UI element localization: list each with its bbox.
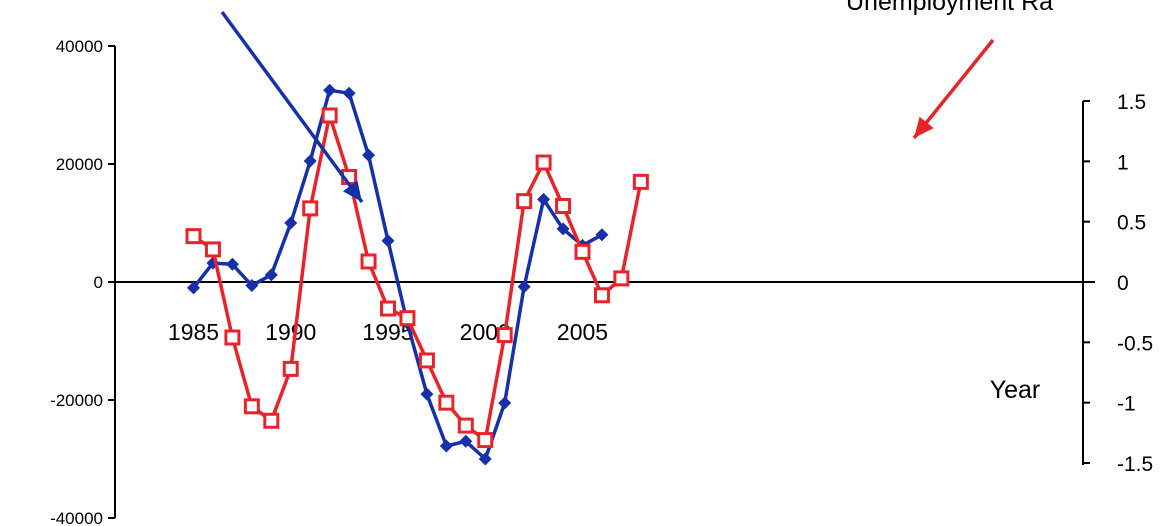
x-axis-tick-label: 2005 — [557, 319, 608, 345]
series-2-line — [192, 113, 643, 442]
series-2-point — [555, 197, 572, 214]
series-1-point — [439, 439, 453, 453]
right-axis-tick-label: 0.5 — [1117, 212, 1146, 235]
series-2-point — [418, 352, 435, 369]
series-2-point — [477, 432, 494, 449]
right-axis-tick-label: 1 — [1117, 151, 1129, 174]
series-1-point — [459, 434, 473, 448]
right-axis-tick-label: 0 — [1117, 272, 1129, 295]
left-axis-tick-label: 20000 — [56, 155, 103, 174]
chart-axes — [108, 45, 1095, 519]
series-1-point — [342, 86, 356, 100]
series-1-point — [420, 387, 434, 401]
series-2-point — [632, 173, 649, 190]
unemployment-rate-label: Unemployment Ra — [846, 0, 1053, 16]
series-2-point — [282, 360, 299, 377]
series-2-point — [360, 253, 377, 270]
series-2-point — [516, 193, 533, 210]
series-1-point — [498, 396, 512, 410]
series-1-point — [284, 216, 298, 230]
series-1-point — [362, 148, 376, 162]
series-2-point — [593, 287, 610, 304]
left-axis-tick-label: -20000 — [50, 391, 103, 410]
red-arrow-shaft — [912, 38, 995, 140]
series-1-point — [303, 154, 317, 168]
series-2-point — [380, 300, 396, 317]
series-1-point — [264, 268, 278, 282]
series-1-point — [187, 281, 200, 295]
series-2-point — [204, 241, 221, 258]
chart-series — [185, 83, 649, 466]
right-axis-tick-label: 1.5 — [1117, 91, 1146, 114]
series-1-point — [225, 257, 239, 271]
series-2-point — [574, 243, 591, 260]
series-2-point — [263, 412, 280, 429]
series-2-point — [613, 270, 630, 287]
series-2-point — [399, 310, 416, 327]
series-1-point — [537, 192, 551, 206]
series-2-point — [535, 154, 552, 171]
series-2-point — [457, 417, 474, 434]
series-1-point — [556, 222, 570, 236]
series-1-point — [517, 280, 531, 294]
series-2-point — [243, 398, 260, 415]
series-2-point — [302, 200, 319, 217]
left-axis-tick-label: 40000 — [56, 37, 103, 56]
series-1-line — [192, 88, 603, 461]
x-axis-title: Year — [990, 376, 1041, 404]
series-2-point — [224, 329, 241, 346]
left-axis-tick-label: -40000 — [50, 509, 103, 526]
red-arrow-head — [914, 116, 934, 138]
x-axis-tick-label: 1990 — [265, 319, 316, 345]
series-1-point — [595, 228, 609, 242]
series-1-point — [245, 279, 259, 293]
series-2-point — [321, 107, 338, 124]
series-2-point — [185, 228, 202, 245]
right-axis-tick-label: -1 — [1117, 393, 1136, 416]
right-axis-tick-label: -0.5 — [1117, 332, 1153, 355]
series-2-point — [496, 327, 513, 344]
right-axis-tick-label: -1.5 — [1117, 453, 1153, 476]
series-2-point — [438, 394, 455, 411]
x-axis-tick-label: 1985 — [168, 319, 219, 345]
blue-arrow-shaft — [220, 10, 364, 204]
series-1-point — [381, 234, 395, 248]
left-axis-tick-label: 0 — [94, 273, 103, 292]
chart-tick-labels: 40000 20000 0 -20000 -40000 1.5 1 0.5 0 -0.5 -1 -1.… — [50, 37, 1153, 526]
blue-arrow-head — [342, 180, 362, 202]
series-1-point — [478, 452, 492, 466]
chart-annotations — [220, 10, 995, 204]
series-1-point — [323, 83, 337, 97]
